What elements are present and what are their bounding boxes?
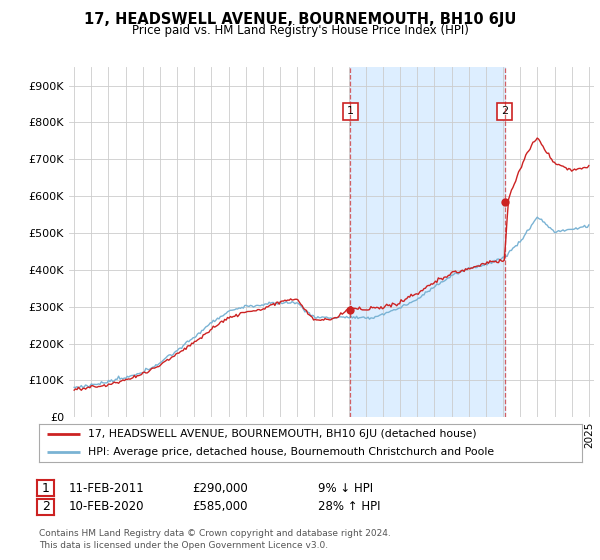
Text: 10-FEB-2020: 10-FEB-2020 (69, 500, 145, 514)
Text: 9% ↓ HPI: 9% ↓ HPI (318, 482, 373, 495)
Bar (350, 67, 505, 417)
Text: Contains HM Land Registry data © Crown copyright and database right 2024.
This d: Contains HM Land Registry data © Crown c… (39, 529, 391, 550)
Text: 2: 2 (41, 500, 50, 514)
Text: 2: 2 (501, 106, 508, 116)
Text: £290,000: £290,000 (192, 482, 248, 495)
Text: 1: 1 (41, 482, 50, 495)
Text: 17, HEADSWELL AVENUE, BOURNEMOUTH, BH10 6JU: 17, HEADSWELL AVENUE, BOURNEMOUTH, BH10 … (84, 12, 516, 27)
Text: HPI: Average price, detached house, Bournemouth Christchurch and Poole: HPI: Average price, detached house, Bour… (88, 447, 494, 457)
Text: Price paid vs. HM Land Registry's House Price Index (HPI): Price paid vs. HM Land Registry's House … (131, 24, 469, 36)
Text: 17, HEADSWELL AVENUE, BOURNEMOUTH, BH10 6JU (detached house): 17, HEADSWELL AVENUE, BOURNEMOUTH, BH10 … (88, 429, 476, 439)
Text: 1: 1 (347, 106, 354, 116)
Text: 28% ↑ HPI: 28% ↑ HPI (318, 500, 380, 514)
Text: £585,000: £585,000 (192, 500, 248, 514)
Text: 11-FEB-2011: 11-FEB-2011 (69, 482, 145, 495)
